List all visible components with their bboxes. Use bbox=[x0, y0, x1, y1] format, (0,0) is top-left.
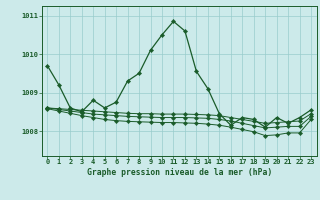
X-axis label: Graphe pression niveau de la mer (hPa): Graphe pression niveau de la mer (hPa) bbox=[87, 168, 272, 177]
